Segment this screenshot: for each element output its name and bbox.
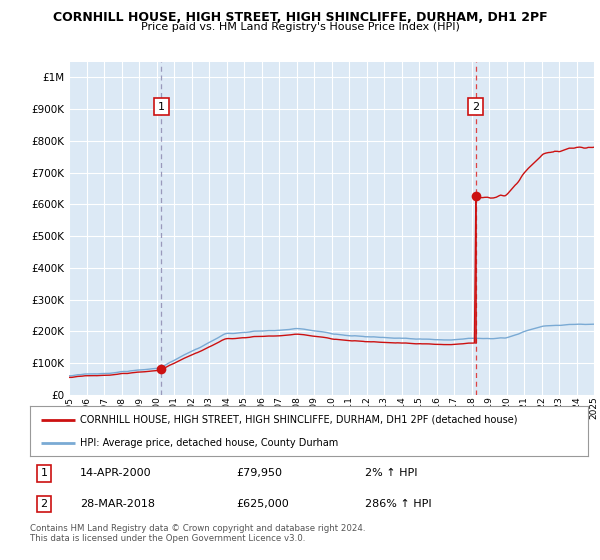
Text: 286% ↑ HPI: 286% ↑ HPI [365,499,431,509]
Text: 28-MAR-2018: 28-MAR-2018 [80,499,155,509]
Text: £625,000: £625,000 [236,499,289,509]
Text: 2: 2 [472,101,479,111]
Text: 14-APR-2000: 14-APR-2000 [80,468,152,478]
Text: CORNHILL HOUSE, HIGH STREET, HIGH SHINCLIFFE, DURHAM, DH1 2PF (detached house): CORNHILL HOUSE, HIGH STREET, HIGH SHINCL… [80,414,518,424]
Text: 2: 2 [40,499,47,509]
Text: Contains HM Land Registry data © Crown copyright and database right 2024.
This d: Contains HM Land Registry data © Crown c… [30,524,365,543]
Text: 1: 1 [158,101,165,111]
Text: Price paid vs. HM Land Registry's House Price Index (HPI): Price paid vs. HM Land Registry's House … [140,22,460,32]
Text: 1: 1 [40,468,47,478]
Text: 2% ↑ HPI: 2% ↑ HPI [365,468,418,478]
Text: CORNHILL HOUSE, HIGH STREET, HIGH SHINCLIFFE, DURHAM, DH1 2PF: CORNHILL HOUSE, HIGH STREET, HIGH SHINCL… [53,11,547,24]
Text: HPI: Average price, detached house, County Durham: HPI: Average price, detached house, Coun… [80,438,338,448]
Text: £79,950: £79,950 [236,468,283,478]
